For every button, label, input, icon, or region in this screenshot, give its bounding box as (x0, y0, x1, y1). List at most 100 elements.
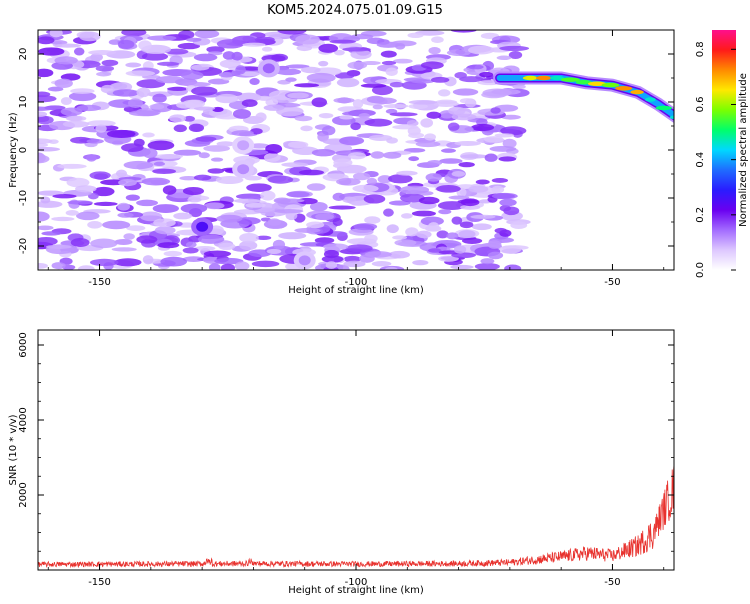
spectrogram-cell (436, 184, 461, 193)
spectrogram-cell (392, 124, 419, 130)
spectrogram-cell (286, 191, 310, 198)
spectrogram-cell (295, 34, 320, 45)
spectrogram-cell (117, 39, 135, 49)
spectrogram-ridge-spot (630, 89, 644, 95)
spectrogram-cell (418, 196, 440, 205)
spectrogram-cell (108, 39, 121, 45)
spectrogram-cell (425, 173, 442, 182)
spectrogram-cell (339, 115, 354, 120)
spectrogram-cell (371, 261, 392, 267)
spectrogram-cell (468, 185, 489, 193)
spectrogram-cell (190, 64, 210, 71)
spectrogram-y-tick-label: -20 (18, 238, 29, 254)
spectrogram-cell (476, 118, 488, 126)
spectrogram-cell (424, 133, 436, 141)
spectrogram-cell (448, 106, 466, 116)
spectrogram-cell (336, 77, 360, 88)
spectrogram-cell (285, 64, 310, 69)
spectrogram-cell (377, 175, 393, 184)
spectrogram-cell (483, 136, 504, 143)
spectrogram-y-ticks: -20 -10 0 10 20 (18, 29, 674, 271)
spectrogram-cell (430, 76, 450, 83)
spectrogram-cell (502, 138, 517, 149)
spectrogram-cell (342, 47, 371, 52)
spectrogram-cell (75, 185, 97, 193)
spectrogram-cell (219, 59, 241, 69)
spectrogram-cell (508, 51, 523, 60)
spectrogram-cell (285, 77, 297, 82)
spectrogram-cell (100, 84, 115, 94)
spectrogram-cell (438, 209, 452, 215)
spectrogram-cell (62, 120, 90, 128)
snr-y-label: SNR (10 * v/v) (8, 414, 19, 485)
spectrogram-cell (50, 40, 68, 45)
spectrogram-cell (136, 87, 151, 98)
spectrogram-cell (453, 245, 467, 254)
spectrogram-cell (389, 112, 418, 117)
spectrogram-cell (396, 170, 418, 176)
spectrogram-cell (126, 225, 146, 232)
spectrogram-cell (318, 43, 339, 53)
spectrogram-cell (360, 83, 387, 88)
spectrogram-cell (242, 42, 266, 47)
spectrogram-cell (461, 237, 483, 244)
spectrogram-field (38, 30, 697, 270)
spectrogram-cell (123, 160, 154, 170)
spectrogram-cell (152, 168, 177, 175)
spectrogram-x-label: Height of straight line (km) (288, 285, 424, 296)
spectrogram-cell (494, 227, 508, 234)
spectrogram-y-tick-label: 20 (18, 48, 29, 61)
spectrogram-cell (129, 110, 159, 117)
spectrogram-cell (254, 36, 275, 43)
spectrogram-cell (194, 30, 220, 39)
spectrogram-cell (38, 225, 54, 231)
spectrogram-cell (47, 86, 64, 92)
spectrogram-cell (191, 86, 218, 96)
spectrogram-cell (437, 201, 467, 210)
spectrogram-ridge-spot (655, 105, 672, 111)
spectrogram-cell (454, 72, 467, 79)
spectrogram-ridge-spot (669, 115, 674, 120)
spectrogram-cell (73, 47, 85, 56)
spectrogram-cell (400, 193, 425, 203)
spectrogram-cell (182, 247, 199, 254)
spectrogram-cell (215, 176, 244, 185)
spectrogram-cell (261, 46, 273, 52)
spectrogram-ridge-spot (560, 77, 580, 82)
spectrogram-cell (300, 125, 313, 132)
spectrogram-cell (281, 162, 309, 168)
spectrogram-cell (489, 145, 517, 152)
spectrogram-cell (233, 198, 261, 204)
spectrogram-cell (408, 156, 420, 162)
spectrogram-cell (392, 235, 408, 240)
spectrogram-cell (272, 239, 286, 250)
spectrogram-cell (90, 238, 118, 249)
spectrogram-cell (38, 142, 49, 148)
spectrogram-cell (345, 244, 373, 253)
spectrogram-cell (384, 266, 398, 270)
spectrogram-cell (179, 175, 198, 181)
spectrogram-cell (275, 68, 302, 76)
spectrogram-cell (188, 123, 205, 133)
spectrogram-ridge-spot (683, 122, 697, 126)
spectrogram-cell (157, 242, 180, 249)
spectrogram-cell (277, 30, 307, 35)
spectrogram-cell (38, 47, 65, 56)
spectrogram-cell (193, 246, 216, 251)
snr-x-label: Height of straight line (km) (288, 585, 424, 596)
colorbar-tick-label: 0.8 (695, 41, 706, 57)
spectrogram-cell (204, 202, 225, 210)
spectrogram-cell (352, 184, 379, 193)
spectrogram-cell (460, 154, 489, 159)
spectrogram-cell (93, 201, 118, 207)
spectrogram-cell (125, 194, 140, 201)
spectrogram-cell (114, 238, 133, 246)
spectrogram-cell (88, 50, 117, 56)
spectrogram-x-tick-label: -150 (88, 277, 111, 288)
spectrogram-cell (154, 226, 176, 235)
spectrogram-cell (178, 30, 195, 40)
spectrogram-cell (152, 204, 179, 213)
spectrogram-cell (366, 177, 378, 185)
spectrogram-blob-core (237, 140, 250, 151)
